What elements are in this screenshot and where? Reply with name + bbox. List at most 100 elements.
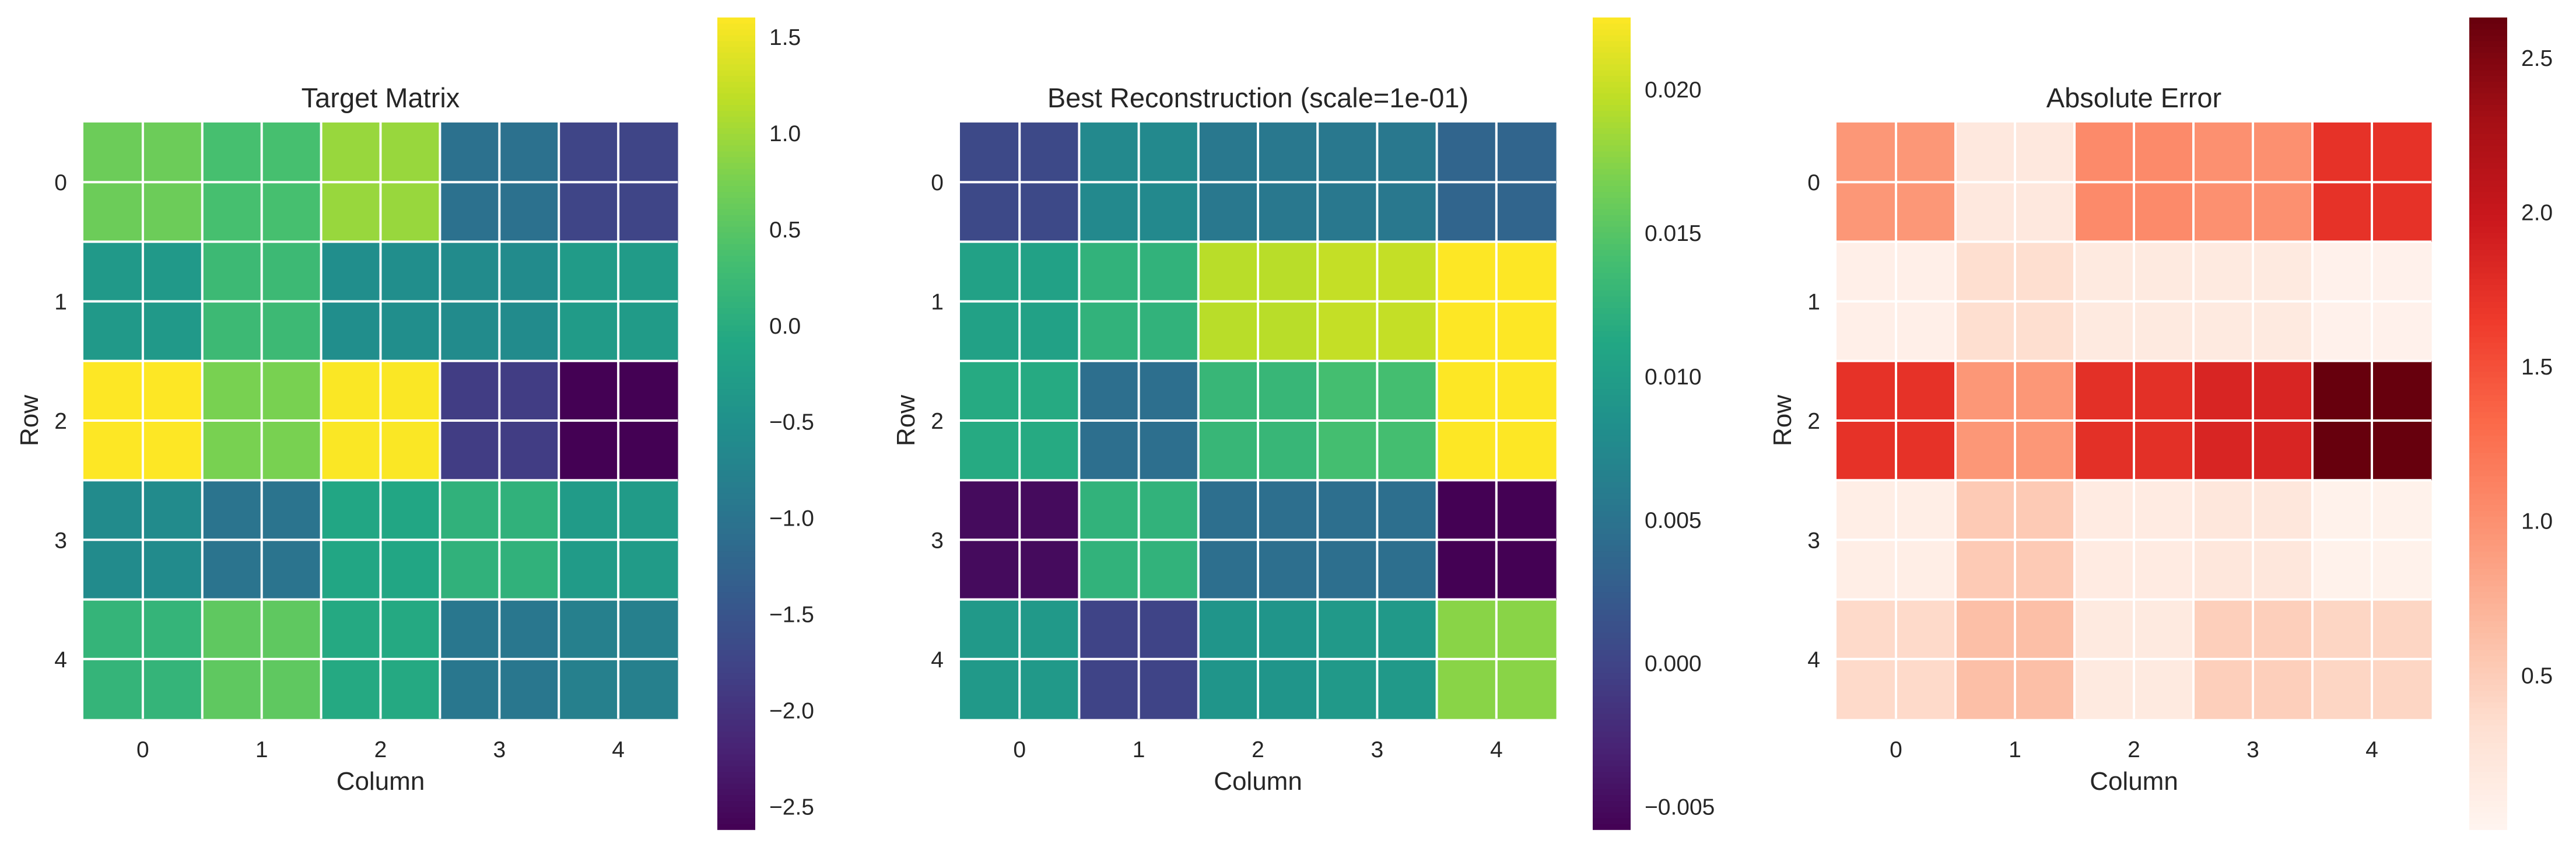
colorbar-segment [2469, 46, 2507, 53]
colorbar-segment [717, 748, 755, 755]
colorbar-segment [2469, 424, 2507, 430]
colorbar-segment [2469, 220, 2507, 227]
colorbar-tick-label: 0.000 [1645, 652, 1702, 677]
colorbar-segment [1593, 330, 1631, 337]
colorbar-segment [717, 93, 755, 99]
x-tick-label: 1 [255, 737, 268, 762]
colorbar-tick-label: 1.5 [2521, 355, 2553, 380]
colorbar-segment [717, 556, 755, 564]
colorbar-segment [717, 23, 755, 30]
y-tick-label: 4 [931, 648, 944, 673]
colorbar-segment [1593, 556, 1631, 564]
colorbar-segment [717, 209, 755, 215]
colorbar-segment [717, 272, 755, 279]
colorbar-segment [717, 522, 755, 528]
colorbar-segment [717, 232, 755, 239]
colorbar-tick-label: 0.020 [1645, 78, 1702, 103]
colorbar-segment [1593, 34, 1631, 41]
x-axis-label: Column [1214, 767, 1302, 796]
colorbar-segment [2469, 505, 2507, 511]
colorbar-tick-label: −1.0 [769, 506, 814, 531]
colorbar-segment [2469, 742, 2507, 749]
colorbar-segment [2469, 574, 2507, 581]
colorbar-segment [717, 191, 755, 198]
colorbar-segment [2469, 812, 2507, 818]
colorbar-segment [717, 255, 755, 262]
colorbar-segment [2469, 116, 2507, 123]
colorbar-segment [1593, 69, 1631, 76]
colorbar-segment [717, 150, 755, 158]
colorbar-segment [717, 649, 755, 656]
colorbar-segment [2469, 545, 2507, 552]
colorbar-segment [2469, 99, 2507, 105]
colorbar-segment [717, 760, 755, 766]
y-tick-label: 1 [54, 290, 67, 315]
colorbar-segment [717, 400, 755, 407]
colorbar-tick-label: −1.5 [769, 603, 814, 628]
colorbar-segment [1593, 400, 1631, 407]
colorbar-segment [2469, 110, 2507, 117]
colorbar-segment [1593, 197, 1631, 204]
x-axis-label: Column [337, 767, 425, 796]
colorbar-segment [1593, 725, 1631, 732]
colorbar-segment [1593, 52, 1631, 59]
colorbar-segment [717, 116, 755, 123]
colorbar-segment [2469, 678, 2507, 685]
colorbar-segment [2469, 209, 2507, 215]
colorbar-segment [2469, 156, 2507, 163]
colorbar-segment [717, 377, 755, 384]
colorbar-segment [1593, 133, 1631, 140]
y-tick-label: 4 [54, 648, 67, 673]
colorbar-segment [1593, 406, 1631, 412]
y-tick-label: 0 [931, 170, 944, 195]
colorbar-segment [717, 730, 755, 737]
x-axis-label: Column [2090, 767, 2178, 796]
colorbar-segment [717, 824, 755, 830]
colorbar-segment [2469, 261, 2507, 268]
x-tick-label: 4 [612, 737, 625, 762]
colorbar-segment [717, 69, 755, 76]
colorbar-segment [717, 359, 755, 366]
colorbar-segment [2469, 719, 2507, 726]
colorbar-segment [717, 313, 755, 320]
colorbar-segment [1593, 162, 1631, 169]
y-tick-label: 0 [1807, 170, 1820, 195]
colorbar-tick-label: 2.0 [2521, 200, 2553, 225]
colorbar-segment [1593, 545, 1631, 552]
colorbar-segment [717, 121, 755, 128]
colorbar-segment [717, 708, 755, 714]
y-axis-label: Row [892, 395, 920, 446]
colorbar-segment [717, 516, 755, 523]
colorbar-segment [717, 632, 755, 639]
colorbar-segment [2469, 18, 2507, 24]
colorbar-segment [1593, 632, 1631, 639]
colorbar-segment [2469, 104, 2507, 111]
colorbar-segment [717, 406, 755, 412]
colorbar-segment [1593, 75, 1631, 82]
colorbar-segment [2469, 696, 2507, 703]
colorbar-segment [2469, 516, 2507, 523]
colorbar-segment [717, 418, 755, 424]
y-tick-label: 0 [54, 170, 67, 195]
colorbar-segment [2469, 377, 2507, 384]
colorbar-segment [717, 621, 755, 627]
colorbar-segment [717, 40, 755, 47]
colorbar-segment [2469, 771, 2507, 778]
colorbar-segment [2469, 667, 2507, 674]
colorbar-segment [2469, 586, 2507, 593]
colorbar-segment [1593, 754, 1631, 761]
colorbar-segment [2469, 690, 2507, 697]
colorbar-segment [2469, 197, 2507, 204]
colorbar-segment [1593, 18, 1631, 24]
colorbar-segment [717, 324, 755, 331]
colorbar-segment [1593, 99, 1631, 105]
colorbar-segment [717, 533, 755, 540]
colorbar-segment [2469, 487, 2507, 494]
colorbar-segment [2469, 464, 2507, 471]
colorbar-segment [2469, 603, 2507, 610]
y-tick-label: 3 [931, 528, 944, 553]
colorbar-segment [717, 736, 755, 743]
colorbar-segment [717, 702, 755, 708]
colorbar-tick-label: 0.005 [1645, 508, 1702, 533]
colorbar-segment [1593, 209, 1631, 215]
